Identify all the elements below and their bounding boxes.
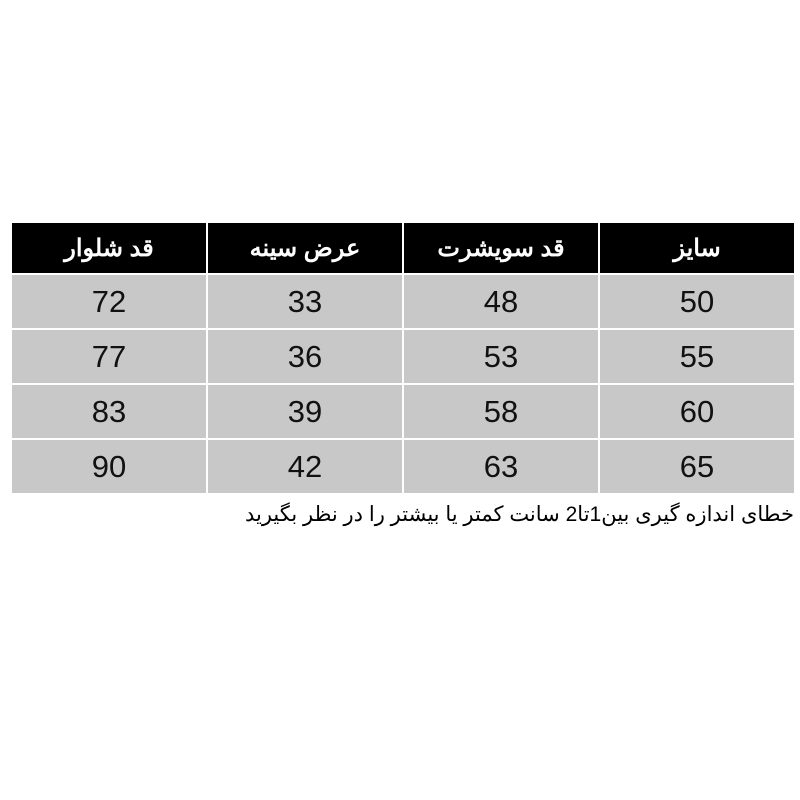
cell-hoodie-length: 58 [402, 383, 600, 440]
table-row: 60 58 39 83 [10, 383, 796, 440]
header-pants-length: قد شلوار [10, 221, 208, 275]
cell-chest-width: 39 [206, 383, 404, 440]
cell-hoodie-length: 63 [402, 438, 600, 495]
cell-size: 50 [598, 273, 796, 330]
cell-hoodie-length: 48 [402, 273, 600, 330]
header-hoodie-length: قد سویشرت [402, 221, 600, 275]
cell-pants-length: 90 [10, 438, 208, 495]
cell-size: 60 [598, 383, 796, 440]
cell-chest-width: 33 [206, 273, 404, 330]
cell-hoodie-length: 53 [402, 328, 600, 385]
cell-pants-length: 77 [10, 328, 208, 385]
table-row: 55 53 36 77 [10, 328, 796, 385]
cell-size: 65 [598, 438, 796, 495]
cell-chest-width: 42 [206, 438, 404, 495]
size-chart-table: سایز قد سویشرت عرض سینه قد شلوار 50 48 3… [10, 221, 796, 495]
measurement-error-note: خطای اندازه گیری بین1تا2 سانت کمتر یا بی… [244, 503, 794, 526]
table-header-row: سایز قد سویشرت عرض سینه قد شلوار [10, 221, 796, 275]
header-size: سایز [598, 221, 796, 275]
header-chest-width: عرض سینه [206, 221, 404, 275]
cell-chest-width: 36 [206, 328, 404, 385]
cell-pants-length: 83 [10, 383, 208, 440]
table-row: 65 63 42 90 [10, 438, 796, 495]
cell-pants-length: 72 [10, 273, 208, 330]
table-row: 50 48 33 72 [10, 273, 796, 330]
cell-size: 55 [598, 328, 796, 385]
